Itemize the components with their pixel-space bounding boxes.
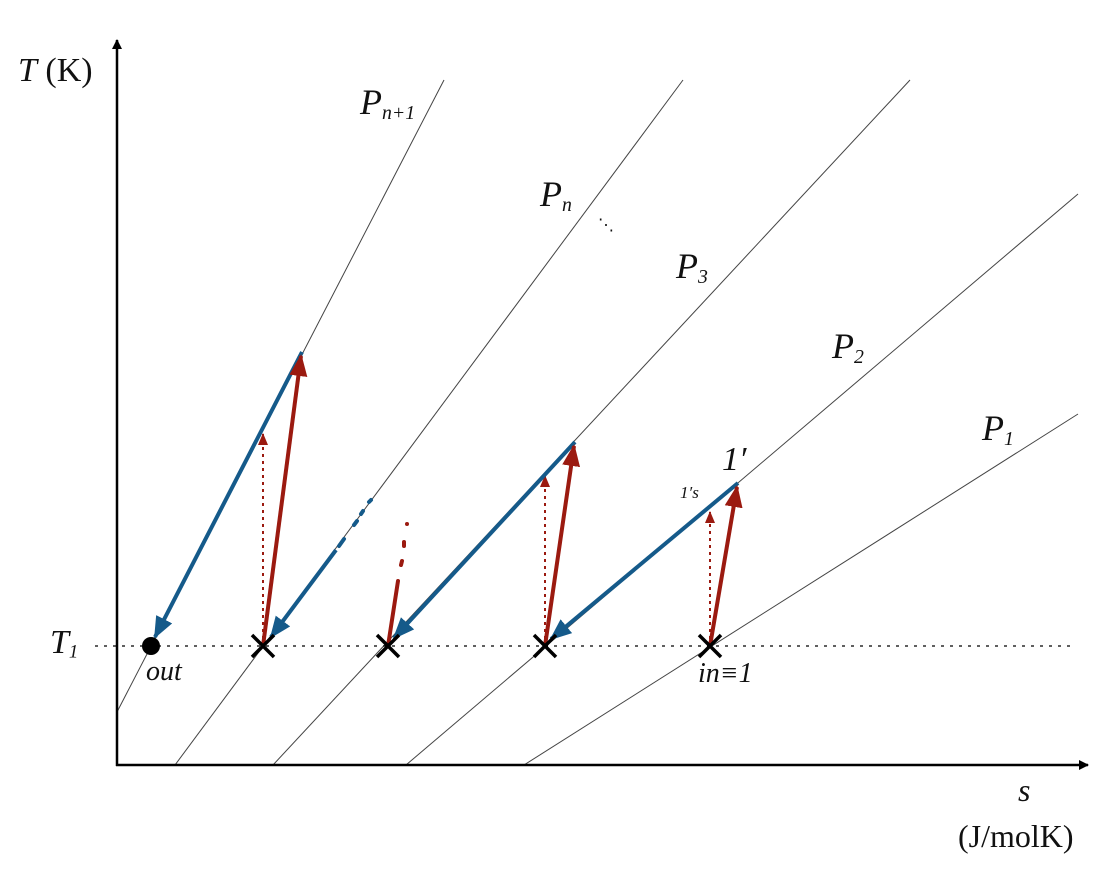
state-cross-markers bbox=[250, 633, 723, 659]
cross-marker-3 bbox=[532, 633, 558, 659]
outlet-point-dot bbox=[142, 637, 160, 655]
isobar-label-sub: n bbox=[562, 193, 572, 216]
t1-main: T bbox=[50, 624, 69, 661]
t1-sub: 1 bbox=[68, 641, 79, 663]
cooling-arrows bbox=[153, 351, 740, 641]
cooling-arrow-outlet bbox=[153, 351, 304, 639]
point-label-1-prime: 1′ bbox=[722, 441, 747, 478]
isobar-p3 bbox=[272, 79, 911, 766]
x-axis-unit: (J/molK) bbox=[958, 818, 1074, 854]
isobar-label-pn: Pn bbox=[540, 176, 572, 216]
cross-marker-1 bbox=[250, 633, 276, 659]
isentropic-arrows bbox=[258, 433, 715, 646]
cooling-ellipsis-dashes bbox=[337, 498, 373, 548]
point-label-out: out bbox=[146, 656, 182, 687]
isobar-label-main: P bbox=[360, 82, 382, 122]
isobar-label-p3: P3 bbox=[676, 248, 708, 288]
isobar-pn bbox=[174, 79, 684, 766]
isobar-ellipsis: ⋱ bbox=[598, 217, 614, 234]
t1-label: T1 bbox=[50, 626, 78, 662]
cooling-arrow-stage-n bbox=[269, 548, 338, 639]
x-axis-var: s bbox=[1018, 772, 1031, 808]
cooling-arrow-stage-2 bbox=[549, 481, 740, 641]
compression-ellipsis-dashes bbox=[386, 522, 409, 648]
isobar-p1 bbox=[523, 413, 1079, 766]
cross-marker-2 bbox=[375, 633, 401, 659]
isobar-label-sub: n+1 bbox=[382, 101, 416, 124]
cooling-arrow-stage-3 bbox=[392, 440, 577, 640]
y-axis-unit: (K) bbox=[45, 52, 93, 89]
isobar-p2 bbox=[405, 193, 1079, 766]
isobar-label-main: P bbox=[676, 246, 698, 286]
compression-arrows bbox=[261, 354, 743, 647]
isobar-label-sub: 1 bbox=[1004, 427, 1014, 450]
isobars bbox=[116, 79, 1079, 766]
isobar-label-sub: 3 bbox=[698, 265, 708, 288]
isobar-label-p1: P1 bbox=[982, 410, 1014, 450]
cross-marker-4 bbox=[697, 633, 723, 659]
compression-arrow-stage-2 bbox=[543, 444, 581, 647]
isobar-label-p2: P2 bbox=[832, 328, 864, 368]
y-axis-label: T (K) bbox=[18, 54, 93, 88]
y-axis-var: T bbox=[18, 52, 37, 89]
isobar-label-main: P bbox=[540, 174, 562, 214]
isobar-label-main: P bbox=[832, 326, 854, 366]
compression-arrow-stage-n bbox=[261, 354, 308, 647]
isobar-label-sub: 2 bbox=[854, 345, 864, 368]
point-label-in: in≡1 bbox=[698, 658, 753, 689]
isobar-label-pn1: Pn+1 bbox=[360, 84, 415, 124]
isobar-label-main: P bbox=[982, 408, 1004, 448]
point-label-1-prime-s: 1′s bbox=[680, 483, 699, 502]
compression-arrow-stage-1 bbox=[708, 485, 743, 647]
